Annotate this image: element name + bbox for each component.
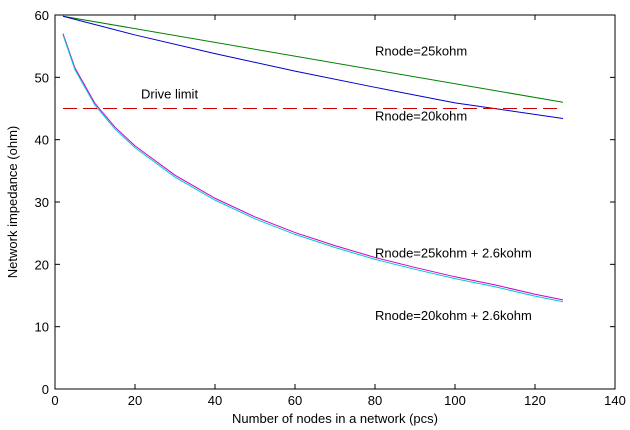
y-tick-label: 40 bbox=[35, 133, 49, 148]
y-tick-label: 10 bbox=[35, 320, 49, 335]
x-tick-label: 20 bbox=[128, 393, 142, 408]
x-tick-label: 120 bbox=[524, 393, 546, 408]
annotation-label-1: Rnode=25kohm bbox=[375, 44, 467, 59]
y-axis-label: Network impedance (ohm) bbox=[5, 126, 20, 278]
plot-frame bbox=[54, 14, 616, 390]
ticks-layer: 0 20 40 60 80 100 120 140 0 10 20 30 40 50 60 bbox=[35, 8, 626, 408]
annotation-layer: Rnode=25kohm Rnode=20kohm Drive limit Rnode… bbox=[141, 44, 532, 323]
series-line-3 bbox=[62, 33, 564, 301]
annotation-label-4: Rnode=25kohm + 2.6kohm bbox=[375, 245, 532, 260]
series-line-4 bbox=[62, 34, 564, 303]
series-line-1 bbox=[62, 15, 564, 103]
x-tick-label: 140 bbox=[604, 393, 626, 408]
x-axis-label: Number of nodes in a network (pcs) bbox=[232, 411, 438, 426]
plot-area bbox=[55, 15, 615, 389]
annotation-label-5: Rnode=20kohm + 2.6kohm bbox=[375, 308, 532, 323]
annotation-label-2: Rnode=20kohm bbox=[375, 108, 467, 123]
y-tick-label: 20 bbox=[35, 257, 49, 272]
series-layer bbox=[62, 15, 564, 303]
y-tick-label: 60 bbox=[35, 8, 49, 23]
x-tick-label: 40 bbox=[208, 393, 222, 408]
y-tick-label: 50 bbox=[35, 70, 49, 85]
y-tick-label: 0 bbox=[42, 382, 49, 397]
y-tick-label: 30 bbox=[35, 195, 49, 210]
series-line-2 bbox=[62, 15, 564, 119]
x-tick-label: 0 bbox=[51, 393, 58, 408]
x-tick-label: 100 bbox=[444, 393, 466, 408]
annotation-label-3: Drive limit bbox=[141, 87, 198, 102]
x-tick-label: 60 bbox=[288, 393, 302, 408]
x-tick-label: 80 bbox=[368, 393, 382, 408]
